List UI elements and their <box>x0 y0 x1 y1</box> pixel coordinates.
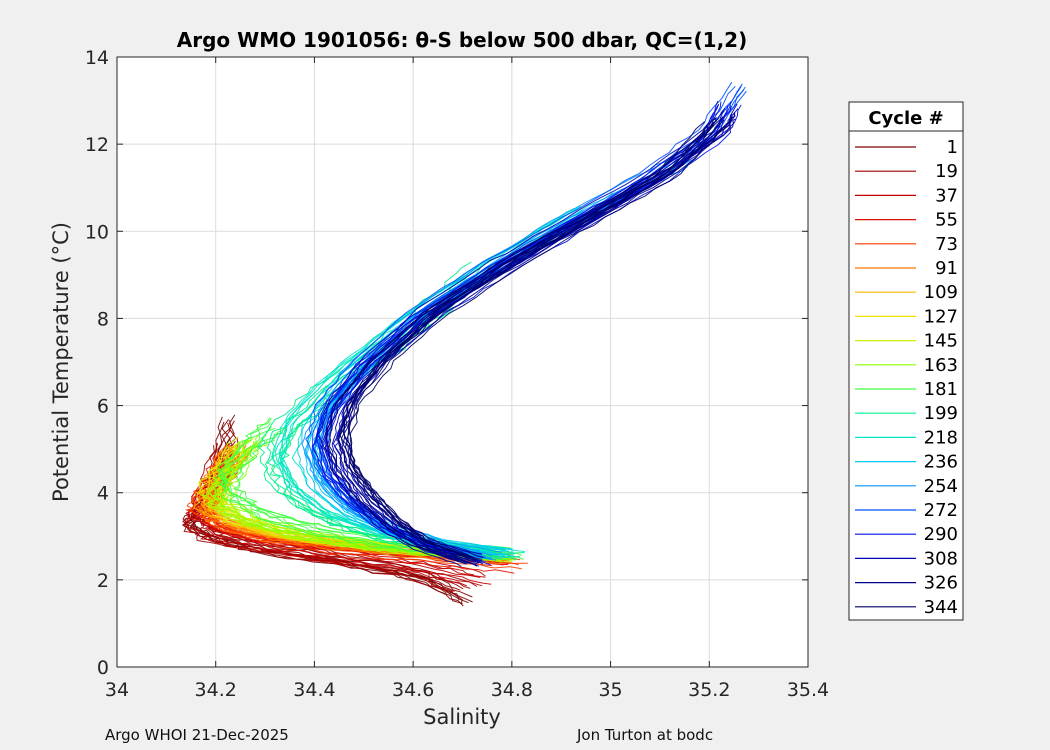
y-tick-label: 4 <box>97 483 109 505</box>
y-axis-label: Potential Temperature (°C) <box>49 222 73 502</box>
legend-entry: 344 <box>855 597 958 618</box>
legend-label: 290 <box>924 524 958 545</box>
legend-label: 109 <box>924 282 958 303</box>
legend-entry: 326 <box>855 573 958 594</box>
legend-label: 272 <box>924 500 958 521</box>
series-line <box>182 445 447 594</box>
legend-label: 254 <box>924 476 958 497</box>
legend-entry: 181 <box>855 379 958 400</box>
x-tick-label: 34.2 <box>195 679 237 701</box>
series-line <box>339 117 717 559</box>
legend-entry: 55 <box>855 210 958 231</box>
chart-title: Argo WMO 1901056: θ-S below 500 dbar, QC… <box>177 28 747 52</box>
legend-label: 91 <box>935 258 958 279</box>
legend-entry: 1 <box>855 137 958 158</box>
legend-label: 127 <box>924 306 958 327</box>
legend-label: 55 <box>935 210 958 231</box>
series-line <box>340 118 732 564</box>
legend-label: 326 <box>924 573 958 594</box>
legend: Cycle # 1 19 37 55 73 91 109 127 145 163 181 199 218… <box>848 101 964 621</box>
legend-label: 163 <box>924 355 958 376</box>
legend-entry: 199 <box>855 403 958 424</box>
legend-entry: 272 <box>855 500 958 521</box>
series-line <box>349 125 726 567</box>
legend-entry: 254 <box>855 476 958 497</box>
legend-label: 181 <box>924 379 958 400</box>
series-line <box>347 117 723 559</box>
legend-label: 236 <box>924 452 958 473</box>
x-tick-label: 35 <box>598 679 622 701</box>
x-tick-label: 34.6 <box>392 679 434 701</box>
legend-label: 218 <box>924 427 958 448</box>
plot-frame <box>116 56 809 668</box>
footer-credit-left: Argo WHOI 21-Dec-2025 <box>105 726 289 744</box>
series-line <box>337 123 714 564</box>
legend-entry: 19 <box>855 161 958 182</box>
legend-entry: 91 <box>855 258 958 279</box>
legend-entry: 127 <box>855 306 958 327</box>
legend-label: 1 <box>947 137 958 158</box>
series-line <box>209 439 500 561</box>
y-tick-label: 8 <box>97 308 109 330</box>
series-line <box>348 119 725 561</box>
y-tick-label: 14 <box>85 47 109 69</box>
axis-ticks: 34 34.2 34.4 34.6 34.8 35 35.2 35.4 0 2 4 6 8 10 12 14 <box>85 47 829 701</box>
legend-label: 145 <box>924 331 958 352</box>
legend-title: Cycle # <box>868 108 943 129</box>
x-tick-label: 34.8 <box>491 679 533 701</box>
x-axis-label: Salinity <box>423 705 501 729</box>
legend-items: 1 19 37 55 73 91 109 127 145 163 181 199 218 236 254 27… <box>855 137 958 618</box>
legend-label: 19 <box>935 161 958 182</box>
legend-entry: 218 <box>855 427 958 448</box>
x-tick-label: 35.4 <box>787 679 829 701</box>
y-tick-label: 0 <box>97 657 109 679</box>
series-layer <box>181 81 747 607</box>
legend-entry: 109 <box>855 282 958 303</box>
x-tick-label: 34 <box>105 679 129 701</box>
x-tick-label: 34.4 <box>293 679 335 701</box>
y-tick-label: 12 <box>85 134 109 156</box>
plot-area <box>116 56 809 668</box>
legend-label: 344 <box>924 597 958 618</box>
legend-entry: 308 <box>855 548 958 569</box>
legend-entry: 73 <box>855 234 958 255</box>
legend-entry: 37 <box>855 185 958 206</box>
y-tick-label: 6 <box>97 396 109 418</box>
legend-label: 37 <box>935 185 958 206</box>
series-line <box>342 117 720 558</box>
series-line <box>198 436 488 553</box>
series-line <box>321 105 729 567</box>
y-tick-label: 2 <box>97 570 109 592</box>
series-344 <box>328 117 726 567</box>
legend-label: 308 <box>924 548 958 569</box>
y-tick-label: 10 <box>85 221 109 243</box>
series-line <box>219 426 512 558</box>
legend-entry: 236 <box>855 452 958 473</box>
legend-entry: 145 <box>855 331 958 352</box>
legend-label: 199 <box>924 403 958 424</box>
legend-entry: 163 <box>855 355 958 376</box>
x-tick-label: 35.2 <box>688 679 730 701</box>
legend-entry: 290 <box>855 524 958 545</box>
series-line <box>213 436 508 558</box>
footer-credit-right: Jon Turton at bodc <box>577 726 714 744</box>
legend-label: 73 <box>935 234 958 255</box>
series-line <box>328 121 705 562</box>
